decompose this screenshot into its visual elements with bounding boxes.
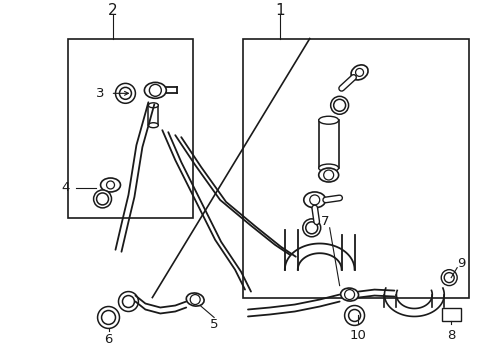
Text: 7: 7 (320, 215, 329, 228)
Bar (243, 39, 469, 298)
Circle shape (120, 87, 131, 99)
Ellipse shape (318, 116, 339, 124)
Text: 2: 2 (108, 3, 117, 18)
Circle shape (94, 190, 112, 208)
Circle shape (106, 181, 115, 189)
Circle shape (334, 99, 345, 111)
Circle shape (356, 68, 364, 76)
Circle shape (98, 306, 120, 328)
Ellipse shape (341, 288, 359, 301)
Bar (318, 120, 339, 168)
Bar (148, 105, 158, 125)
Ellipse shape (148, 123, 158, 128)
Ellipse shape (318, 168, 339, 182)
Ellipse shape (100, 178, 121, 192)
Circle shape (149, 84, 161, 96)
Circle shape (344, 306, 365, 325)
Ellipse shape (351, 65, 368, 80)
Circle shape (303, 219, 321, 237)
Circle shape (348, 310, 361, 321)
Text: 1: 1 (275, 3, 285, 18)
Circle shape (119, 292, 138, 311)
Text: 10: 10 (349, 329, 366, 342)
Circle shape (310, 195, 319, 205)
Ellipse shape (148, 103, 158, 108)
Text: 3: 3 (97, 87, 105, 100)
Text: 5: 5 (210, 318, 219, 331)
Circle shape (444, 273, 454, 283)
Text: 9: 9 (457, 257, 465, 270)
Circle shape (190, 294, 200, 305)
Bar (68, 39, 193, 218)
Circle shape (331, 96, 348, 114)
Circle shape (122, 296, 134, 307)
Circle shape (344, 289, 355, 300)
Ellipse shape (304, 192, 326, 208)
Ellipse shape (318, 164, 339, 172)
Circle shape (441, 270, 457, 285)
Circle shape (101, 310, 116, 324)
Text: 8: 8 (447, 329, 455, 342)
Text: 6: 6 (104, 333, 113, 346)
Ellipse shape (186, 293, 204, 306)
Circle shape (116, 84, 135, 103)
Bar (442, 307, 461, 321)
Circle shape (306, 222, 318, 234)
Text: 4: 4 (62, 181, 70, 194)
Ellipse shape (145, 82, 166, 98)
Circle shape (97, 193, 108, 205)
Circle shape (324, 170, 334, 180)
